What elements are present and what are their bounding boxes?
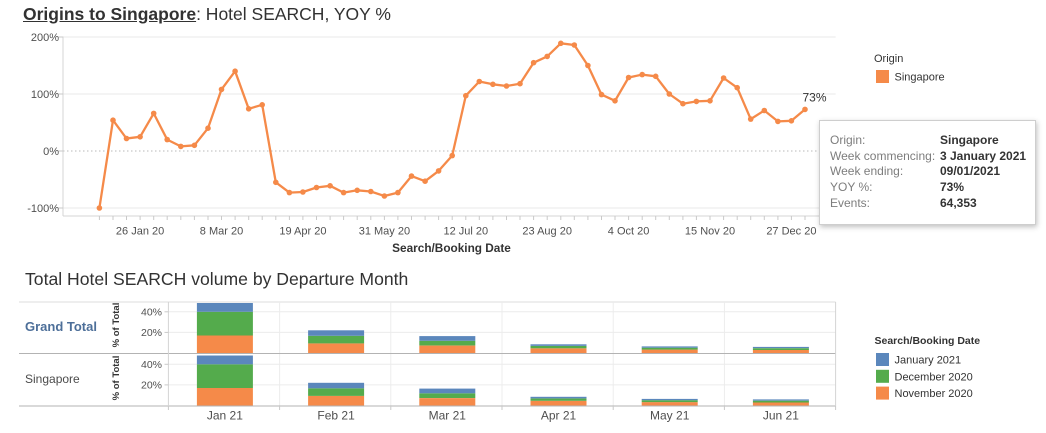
svg-text:31 May 20: 31 May 20 xyxy=(359,226,410,238)
svg-text:19 Apr 20: 19 Apr 20 xyxy=(279,226,326,238)
svg-text:Search/Booking Date: Search/Booking Date xyxy=(875,335,981,347)
svg-text:Feb 21: Feb 21 xyxy=(317,409,355,423)
svg-text:% of Total: % of Total xyxy=(111,356,122,401)
svg-text:23 Aug 20: 23 Aug 20 xyxy=(522,226,572,238)
svg-text:4 Oct 20: 4 Oct 20 xyxy=(608,226,650,238)
svg-text:40%: 40% xyxy=(141,307,162,319)
svg-text:8 Mar 20: 8 Mar 20 xyxy=(200,226,243,238)
svg-text:12 Jul 20: 12 Jul 20 xyxy=(443,226,488,238)
svg-text:20%: 20% xyxy=(141,327,162,339)
svg-text:40%: 40% xyxy=(141,359,162,371)
svg-text:Jun 21: Jun 21 xyxy=(763,409,799,423)
svg-text:January 2021: January 2021 xyxy=(895,355,962,367)
svg-text:Singapore: Singapore xyxy=(895,72,945,84)
svg-text:December 2020: December 2020 xyxy=(895,371,973,383)
svg-text:-100%: -100% xyxy=(27,203,59,215)
svg-text:Origin: Origin xyxy=(874,53,903,65)
svg-text:73%: 73% xyxy=(802,91,826,105)
svg-text:26 Jan 20: 26 Jan 20 xyxy=(116,226,164,238)
svg-text:20%: 20% xyxy=(141,380,162,392)
svg-text:Apr 21: Apr 21 xyxy=(541,409,577,423)
svg-text:Jan 21: Jan 21 xyxy=(207,409,243,423)
svg-text:200%: 200% xyxy=(31,32,59,44)
svg-text:Mar 21: Mar 21 xyxy=(429,409,467,423)
svg-text:Grand Total: Grand Total xyxy=(25,319,97,334)
svg-text:27 Dec 20: 27 Dec 20 xyxy=(766,226,816,238)
svg-text:Search/Booking Date: Search/Booking Date xyxy=(392,241,511,255)
svg-text:Singapore: Singapore xyxy=(25,372,80,386)
svg-text:November 2020: November 2020 xyxy=(895,388,973,400)
svg-text:0%: 0% xyxy=(43,146,59,158)
svg-text:100%: 100% xyxy=(31,89,59,101)
svg-text:% of Total: % of Total xyxy=(111,303,122,348)
svg-text:May 21: May 21 xyxy=(650,409,690,423)
svg-text:15 Nov 20: 15 Nov 20 xyxy=(685,226,735,238)
